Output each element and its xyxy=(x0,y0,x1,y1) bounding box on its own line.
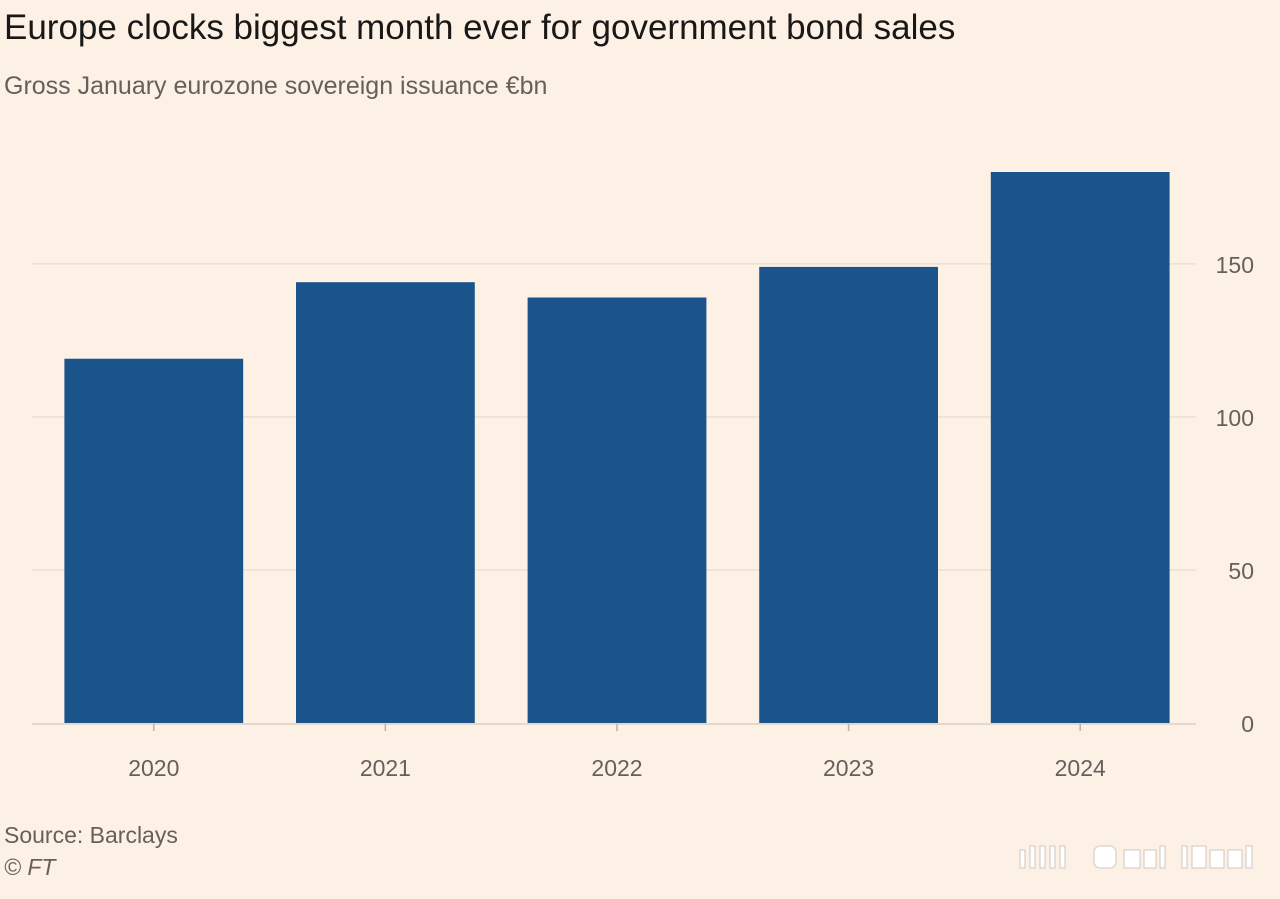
bar-2020 xyxy=(64,358,244,723)
source-note: Source: Barclays xyxy=(4,822,178,848)
bar-2024 xyxy=(990,172,1170,723)
y-tick-label: 150 xyxy=(1216,252,1254,278)
x-tick-label: 2020 xyxy=(128,755,179,781)
copyright-note: © FT xyxy=(4,854,56,880)
chart-title: Europe clocks biggest month ever for gov… xyxy=(4,8,956,47)
bars xyxy=(64,172,1170,723)
watermark-glyphs xyxy=(1019,845,1253,869)
bar-2021 xyxy=(296,282,475,723)
x-tick-label: 2024 xyxy=(1055,755,1106,781)
x-tick-label: 2023 xyxy=(823,755,874,781)
y-tick-label: 0 xyxy=(1241,711,1254,737)
bar-2023 xyxy=(759,266,938,723)
y-tick-label: 100 xyxy=(1216,405,1254,431)
y-tick-label: 50 xyxy=(1228,558,1254,584)
x-tick-label: 2022 xyxy=(591,755,642,781)
axes: 0 50 100 150 2020 2021 2022 2023 2024 xyxy=(32,252,1254,781)
chart-subtitle: Gross January eurozone sovereign issuanc… xyxy=(4,72,548,100)
x-tick-label: 2021 xyxy=(360,755,411,781)
bar-2022 xyxy=(527,297,707,723)
